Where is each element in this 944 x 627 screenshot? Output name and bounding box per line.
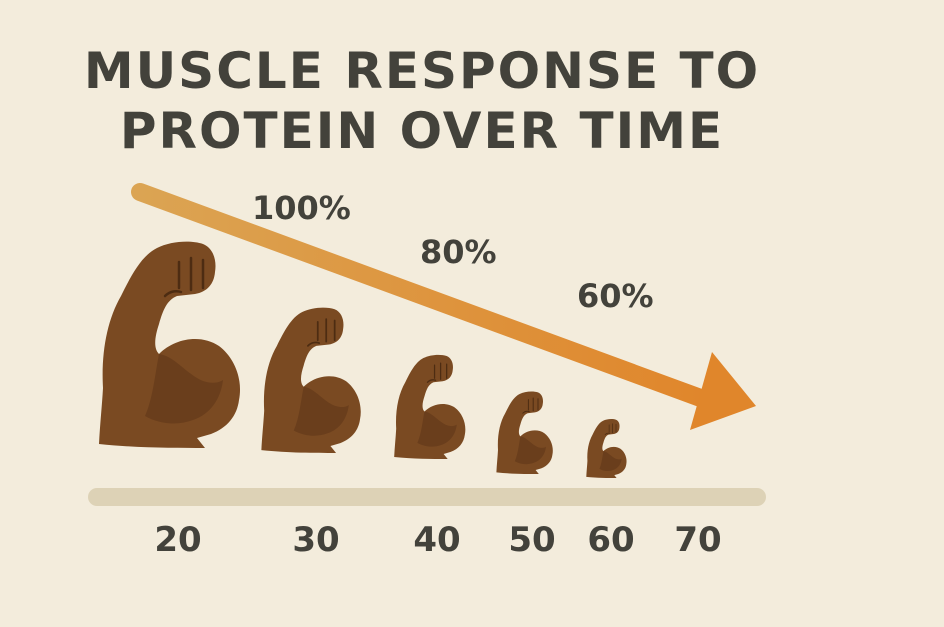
age-label-70: 70 <box>674 520 722 560</box>
percent-label-100: 100% <box>252 189 351 227</box>
title-line-1: MUSCLE RESPONSE TO <box>83 42 761 100</box>
age-label-50: 50 <box>508 520 556 560</box>
flexed-bicep-icon <box>97 240 242 448</box>
title-line-2: PROTEIN OVER TIME <box>119 102 725 160</box>
flexed-bicep-icon <box>393 354 467 459</box>
flexed-bicep-icon <box>585 418 627 478</box>
age-label-40: 40 <box>413 520 461 560</box>
percent-label-80: 80% <box>420 233 497 271</box>
age-label-30: 30 <box>292 520 340 560</box>
age-label-20: 20 <box>154 520 202 560</box>
age-axis-bar <box>88 488 766 506</box>
down-arrow-icon <box>131 183 756 430</box>
flexed-bicep-icon <box>260 306 362 453</box>
percent-label-60: 60% <box>577 277 654 315</box>
flexed-bicep-icon <box>495 390 554 474</box>
age-label-60: 60 <box>587 520 635 560</box>
